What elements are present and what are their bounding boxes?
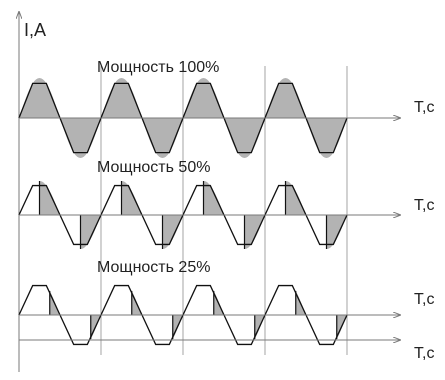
conduction-area	[80, 215, 101, 249]
panel-title: Мощность 100%	[97, 59, 219, 76]
conduction-area	[19, 78, 60, 118]
panel-title: Мощность 25%	[97, 259, 210, 276]
conduction-area	[244, 215, 265, 249]
conduction-area	[265, 78, 306, 118]
panel-title: Мощность 50%	[97, 159, 210, 176]
panel-50: T,c Мощность 50%	[18, 159, 434, 249]
conduction-area	[306, 118, 347, 158]
time-axis-label: T,c	[414, 197, 434, 214]
panel-100: T,c Мощность 100%	[18, 59, 434, 158]
conduction-area	[183, 78, 224, 118]
waveform-panels: T,c Мощность 100% T,c Мощность 50% T,c Мощнос…	[18, 59, 434, 346]
conduction-area	[121, 181, 142, 215]
conduction-area	[39, 181, 60, 215]
conduction-area	[60, 118, 101, 158]
conduction-area	[162, 215, 183, 249]
conduction-area	[203, 181, 224, 215]
conduction-area	[224, 118, 265, 158]
conduction-area	[101, 78, 142, 118]
bottom-time-axis-label: T,c	[414, 345, 434, 362]
conduction-area	[326, 215, 347, 249]
conduction-area	[142, 118, 183, 158]
panel-25: T,c Мощность 25%	[18, 259, 434, 346]
time-axis-label: T,c	[414, 99, 434, 116]
time-axis-label: T,c	[414, 291, 434, 308]
y-axis-label: I,A	[24, 20, 46, 40]
conduction-area	[285, 181, 306, 215]
vertical-gridlines	[100, 66, 348, 355]
